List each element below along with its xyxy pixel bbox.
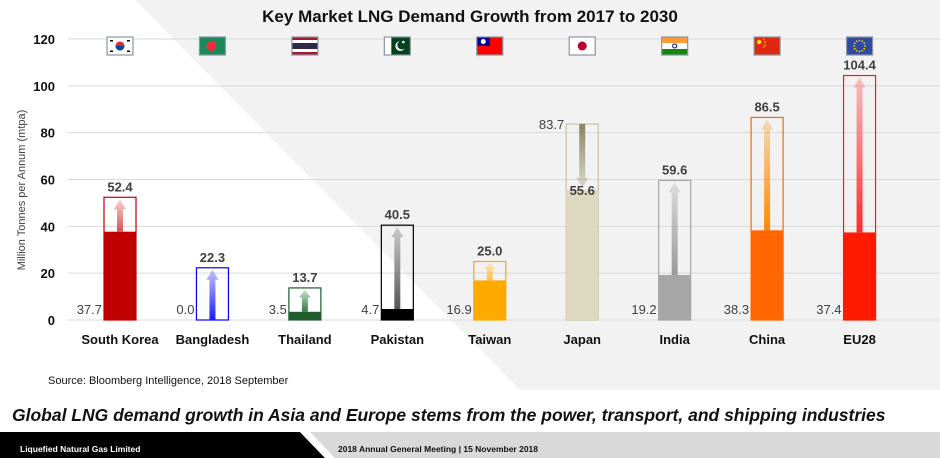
value-label-2030: 104.4: [843, 58, 876, 73]
y-tick-label: 0: [48, 313, 55, 328]
value-label-2030: 40.5: [385, 207, 410, 222]
bar-group: 16.9 25.0 Taiwan: [446, 243, 511, 347]
japan-flag-icon: [568, 36, 596, 56]
arrow-up-icon: [761, 119, 774, 231]
bar-group: 0.0 22.3 Bangladesh: [176, 250, 250, 347]
value-label-2017: 0.0: [176, 302, 194, 317]
value-label-2030: 13.7: [292, 270, 317, 285]
value-label-2017: 37.7: [77, 302, 102, 317]
demand-chart: 0 20 40 60 80 100 120 Million Tonnes per Annum…: [16, 32, 940, 347]
bar-2017: [381, 308, 414, 320]
value-label-2030: 52.4: [107, 179, 133, 194]
bar-group: 38.3 86.5 China: [724, 99, 786, 347]
slide-background: [135, 0, 940, 390]
arrow-up-icon: [483, 263, 496, 281]
category-label: Taiwan: [468, 332, 511, 347]
y-tick-label: 100: [33, 79, 55, 94]
meeting-info: 2018 Annual General Meeting | 15 Novembe…: [338, 444, 539, 454]
thailand-flag-icon: [291, 36, 319, 56]
bar-group: 83.7 55.6 Japan: [539, 117, 601, 347]
arrow-down-icon: [576, 124, 589, 188]
bar-2017: [288, 311, 321, 320]
category-label: Bangladesh: [176, 332, 250, 347]
bar-2017: [104, 231, 136, 320]
value-label-2030: 86.5: [754, 99, 779, 114]
category-label: China: [749, 332, 786, 347]
footer-bar: [0, 432, 940, 458]
y-tick-label: 40: [41, 219, 55, 234]
eu-flag-icon: [845, 36, 874, 56]
bar-group: 19.2 59.6 India: [631, 162, 692, 347]
south-korea-flag-icon: [106, 36, 134, 56]
bar-2017: [658, 275, 691, 320]
value-label-2017: 19.2: [631, 302, 656, 317]
category-label: South Korea: [81, 332, 159, 347]
arrow-up-icon: [391, 227, 404, 309]
pakistan-flag-icon: [383, 36, 411, 56]
value-label-2030: 22.3: [200, 250, 225, 265]
category-label: India: [659, 332, 690, 347]
y-tick-label: 120: [33, 32, 55, 47]
value-label-2030: 55.6: [570, 183, 595, 198]
bar-2017: [473, 280, 506, 320]
bar-2017: [751, 230, 784, 320]
value-label-2030: 25.0: [477, 243, 502, 258]
company-name: Liquefied Natural Gas Limited: [20, 444, 141, 454]
value-label-2017: 38.3: [724, 302, 749, 317]
bangladesh-flag-icon: [198, 36, 227, 56]
chart-title: Key Market LNG Demand Growth from 2017 t…: [262, 7, 678, 26]
arrow-up-icon: [298, 289, 311, 312]
taiwan-flag-icon: [476, 36, 504, 56]
arrow-up-icon: [114, 199, 126, 232]
bar-group: 37.7 52.4 South Korea: [77, 179, 160, 347]
value-label-2017: 83.7: [539, 117, 564, 132]
value-label-2017: 3.5: [269, 302, 287, 317]
arrow-up-icon: [668, 182, 681, 276]
india-flag-icon: [661, 36, 689, 56]
category-label: Pakistan: [371, 332, 425, 347]
source-note: Source: Bloomberg Intelligence, 2018 Sep…: [48, 375, 289, 387]
arrow-up-icon: [206, 269, 219, 320]
bar-group: 3.5 13.7 Thailand: [269, 270, 332, 347]
y-axis-label: Million Tonnes per Annum (mtpa): [16, 110, 28, 271]
bar-group: 4.7 40.5 Pakistan: [361, 207, 424, 347]
china-flag-icon: [753, 36, 781, 56]
category-label: Thailand: [278, 332, 332, 347]
bar-group: 37.4 104.4 EU28: [816, 58, 876, 347]
slide-headline: Global LNG demand growth in Asia and Eur…: [12, 405, 886, 425]
category-label: EU28: [843, 332, 876, 347]
bar-2017: [566, 189, 599, 320]
y-tick-label: 20: [41, 266, 55, 281]
y-tick-label: 60: [41, 173, 55, 188]
arrow-up-icon: [853, 77, 866, 233]
value-label-2017: 4.7: [361, 302, 379, 317]
bar-2017: [843, 232, 876, 320]
y-tick-label: 80: [41, 126, 55, 141]
category-label: Japan: [563, 332, 601, 347]
value-label-2030: 59.6: [662, 162, 687, 177]
value-label-2017: 16.9: [446, 302, 471, 317]
value-label-2017: 37.4: [816, 302, 841, 317]
